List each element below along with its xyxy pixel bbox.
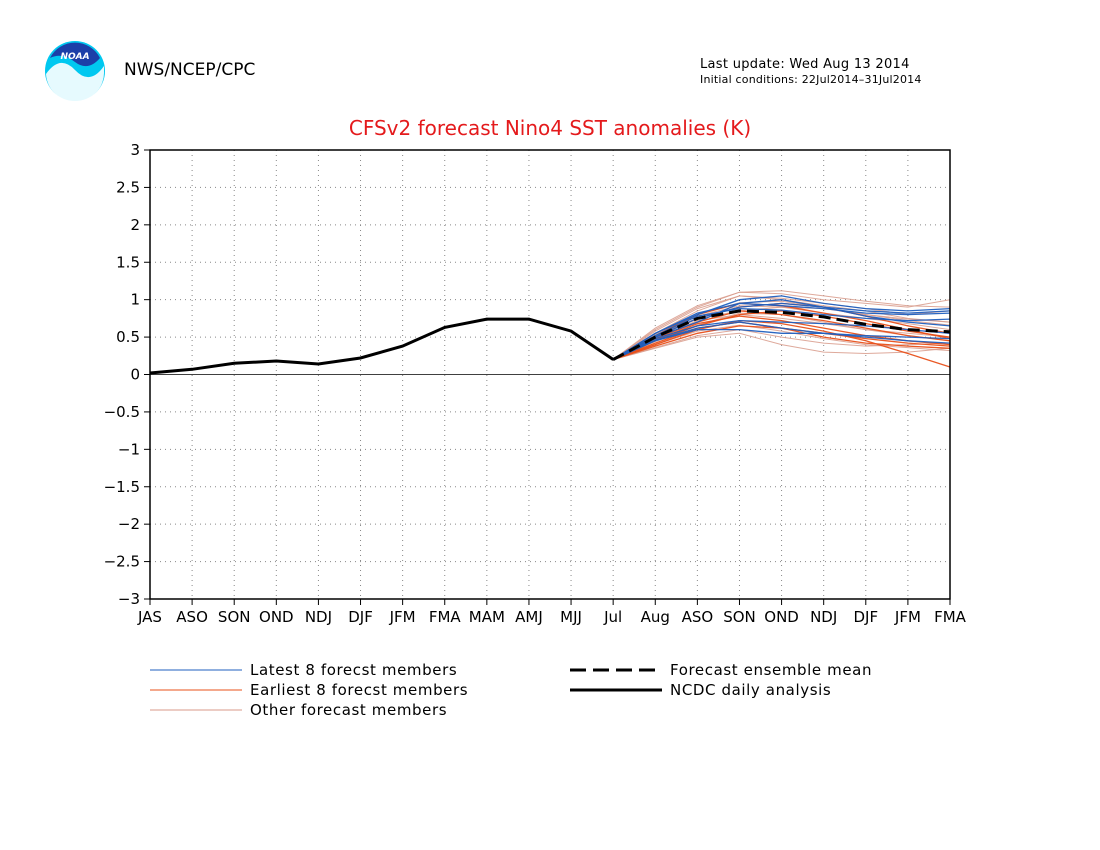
x-tick-label: ASO <box>176 608 208 626</box>
x-tick-label: ASO <box>682 608 714 626</box>
x-tick-label: DJF <box>348 608 373 626</box>
y-tick-label: 1 <box>130 291 140 309</box>
x-tick-label: AMJ <box>515 608 543 626</box>
org-label: NWS/NCEP/CPC <box>124 60 256 80</box>
member-line-other-forecast-members <box>612 290 951 360</box>
x-tick-label: OND <box>259 608 294 626</box>
y-tick-label: 0.5 <box>116 328 140 346</box>
member-line-latest-8-forecst-members <box>612 321 951 361</box>
x-tick-label: NDJ <box>810 608 837 626</box>
x-tick-label: Jul <box>603 608 622 626</box>
series-line-forecast-ensemble-mean <box>612 309 951 361</box>
chart-title: CFSv2 forecast Nino4 SST anomalies (K) <box>349 116 751 140</box>
noaa-logo: NOAA <box>45 41 105 102</box>
legend-label: Other forecast members <box>250 701 447 719</box>
y-tick-label: 3 <box>130 141 140 159</box>
x-tick-label: OND <box>764 608 799 626</box>
x-tick-label: MAM <box>469 608 505 626</box>
member-line-earliest-8-forecst-members <box>612 319 951 368</box>
x-tick-label: Aug <box>641 608 670 626</box>
x-axis: JAS ASO SON OND NDJ DJF JFM FMA MAM AMJ MJJ Jul Aug A… <box>137 599 967 626</box>
y-tick-label: −2.5 <box>104 553 140 571</box>
x-tick-label: FMA <box>934 608 967 626</box>
member-line-other-forecast-members <box>612 291 951 360</box>
x-tick-label: SON <box>218 608 251 626</box>
y-tick-label: −3 <box>118 590 140 608</box>
member-line-latest-8-forecst-members <box>612 295 951 361</box>
last-update: Last update: Wed Aug 13 2014 <box>700 57 910 72</box>
y-tick-label: 1.5 <box>116 253 140 271</box>
y-tick-label: −1 <box>118 440 140 458</box>
x-tick-label: SON <box>723 608 756 626</box>
x-tick-label: DJF <box>853 608 878 626</box>
legend-label: NCDC daily analysis <box>670 681 831 699</box>
y-tick-label: −2 <box>118 515 140 533</box>
legend-label: Forecast ensemble mean <box>670 661 872 679</box>
member-line-other-forecast-members <box>613 332 951 360</box>
y-tick-label: −1.5 <box>104 478 140 496</box>
member-line-latest-8-forecst-members <box>612 328 951 361</box>
x-tick-label: FMA <box>429 608 462 626</box>
y-tick-label: −0.5 <box>104 403 140 421</box>
member-line-latest-8-forecst-members <box>612 307 951 361</box>
main-series <box>149 309 951 375</box>
x-tick-label: JFM <box>389 608 416 626</box>
member-line-earliest-8-forecst-members <box>612 310 951 361</box>
legend-label: Latest 8 forecst members <box>250 661 457 679</box>
plot-frame <box>149 149 951 600</box>
series-line-ncdc-daily-analysis <box>149 317 615 375</box>
initial-conditions: Initial conditions: 22Jul2014–31Jul2014 <box>700 73 922 86</box>
x-tick-label: MJJ <box>560 608 582 626</box>
grid <box>150 150 950 599</box>
y-tick-label: 0 <box>130 366 140 384</box>
header-meta: Last update: Wed Aug 13 2014 Initial con… <box>700 57 922 86</box>
x-tick-label: JAS <box>137 608 162 626</box>
y-tick-label: 2.5 <box>116 178 140 196</box>
x-tick-label: NDJ <box>305 608 332 626</box>
y-tick-label: 2 <box>130 216 140 234</box>
legend-label: Earliest 8 forecst members <box>250 681 468 699</box>
x-tick-label: JFM <box>894 608 921 626</box>
legend: Latest 8 forecst members Earliest 8 forec… <box>150 661 872 719</box>
y-axis: 3 2.5 2 1.5 1 0.5 0 −0.5 −1 −1.5 −2 −2.5 −3 <box>104 141 150 608</box>
noaa-logo-text: NOAA <box>60 52 89 62</box>
